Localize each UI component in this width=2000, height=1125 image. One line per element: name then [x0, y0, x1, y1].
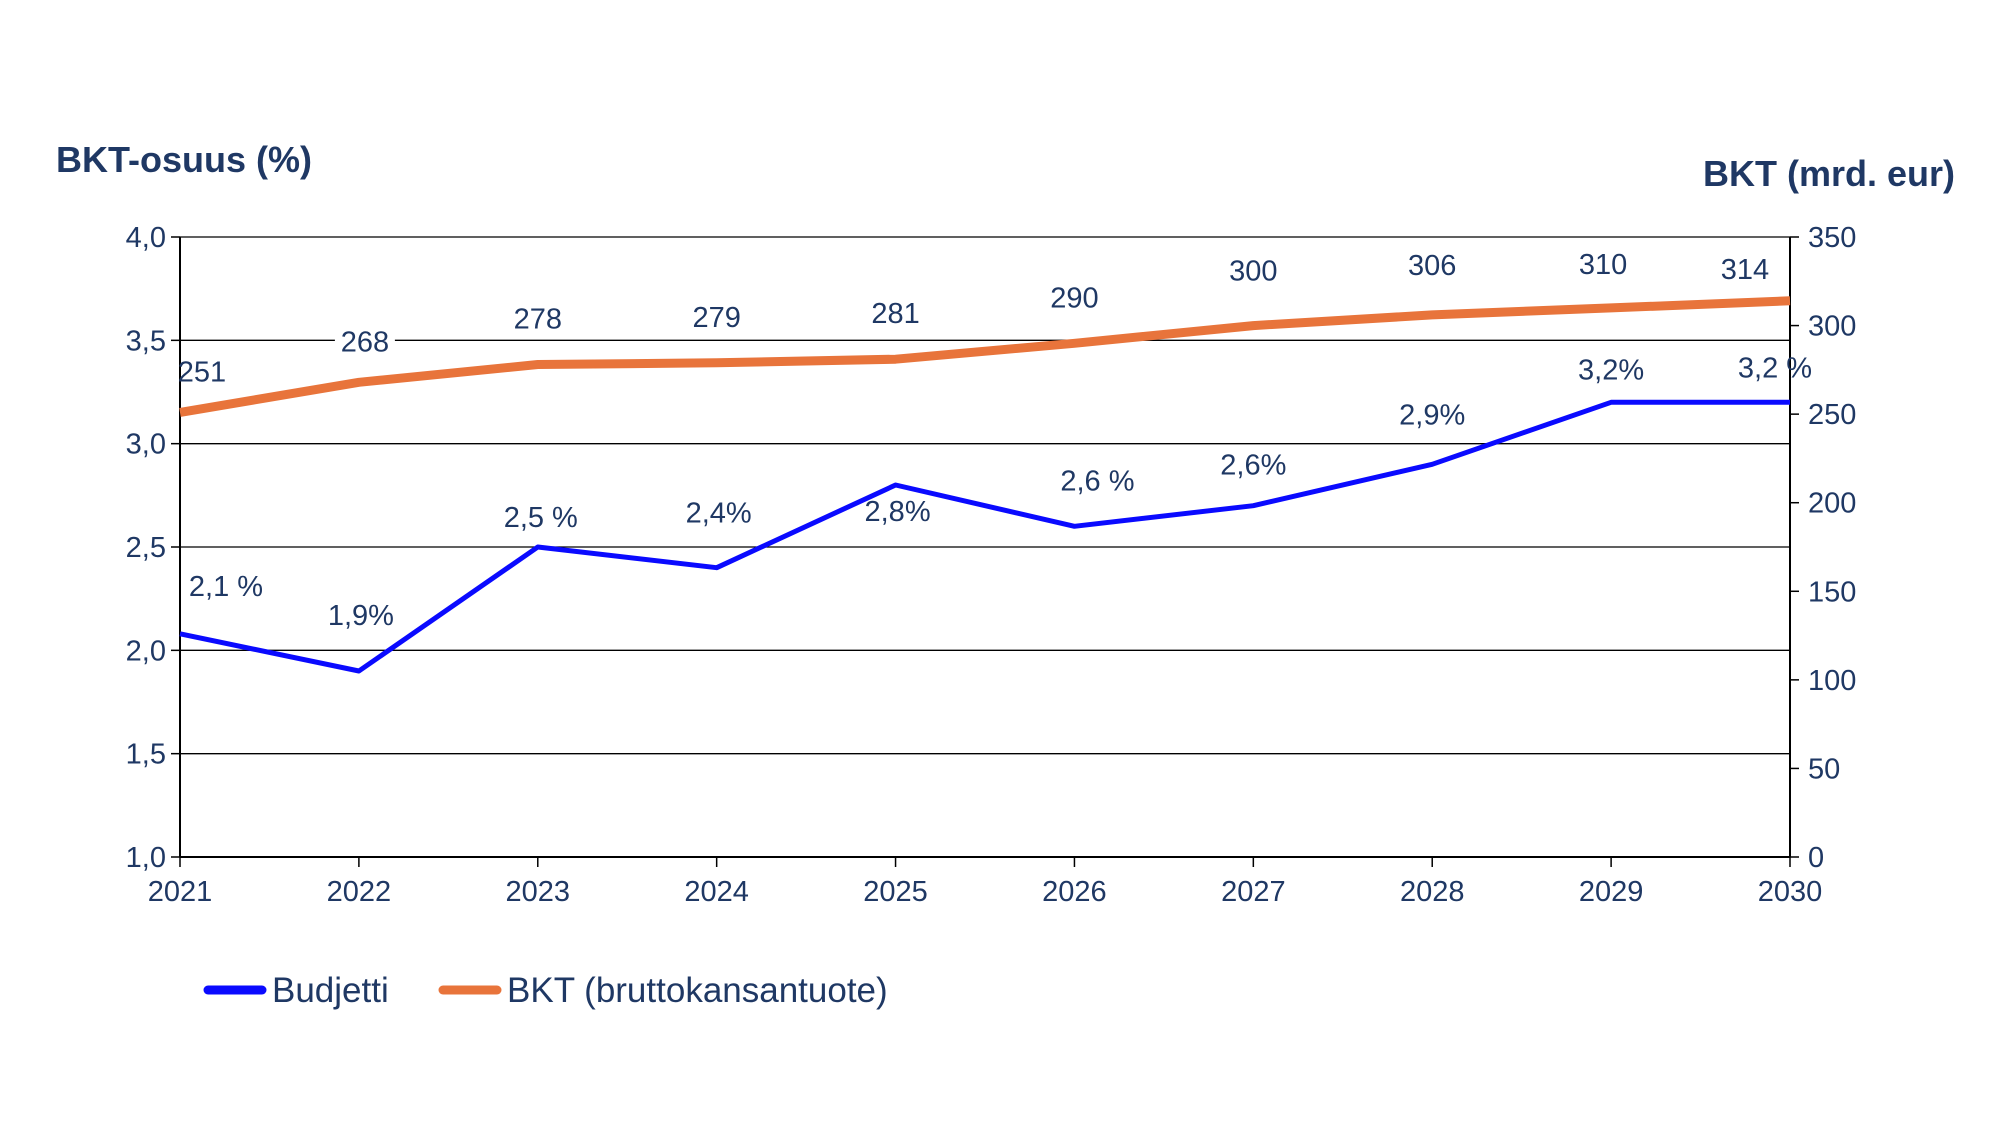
- series-line-bkt: [179, 296, 1791, 417]
- x-tick-label: 2030: [1758, 876, 1823, 908]
- right-tick-label: 150: [1808, 576, 1856, 608]
- data-label-budjetti: 2,9%: [1399, 399, 1465, 431]
- data-label-budjetti: 2,4%: [686, 498, 752, 530]
- x-tick-label: 2024: [684, 876, 749, 908]
- x-axis-ticks: 2021 2022 2023 2024 2025 2026 2027 2028 2029 2030: [148, 876, 1823, 908]
- left-tick-label: 1,0: [126, 842, 166, 874]
- series-line-budjetti: [179, 399, 1790, 674]
- series-lines: [179, 296, 1791, 674]
- data-label-budjetti: 2,1 %: [189, 571, 263, 603]
- axes: [171, 236, 1799, 867]
- data-label-budjetti: 2,8%: [865, 496, 931, 528]
- x-tick-label: 2029: [1579, 876, 1644, 908]
- x-tick-label: 2027: [1221, 876, 1286, 908]
- label-background: [334, 324, 395, 359]
- x-tick-label: 2026: [1042, 876, 1107, 908]
- data-label-bkt: 310: [1579, 249, 1627, 281]
- x-tick-label: 2022: [327, 876, 392, 908]
- data-label-budjetti: 3,2 %: [1738, 352, 1812, 384]
- data-label-budjetti: 2,6%: [1220, 450, 1286, 482]
- right-tick-label: 300: [1808, 311, 1856, 343]
- right-tick-label: 200: [1808, 488, 1856, 520]
- data-label-budjetti: 3,2%: [1578, 354, 1644, 386]
- left-tick-label: 3,0: [126, 429, 166, 461]
- data-label-bkt: 281: [871, 298, 919, 330]
- left-tick-label: 1,5: [126, 739, 166, 771]
- right-tick-label: 350: [1808, 222, 1856, 254]
- data-label-budjetti: 1,9%: [328, 600, 394, 632]
- left-axis-title: BKT-osuus (%): [56, 139, 312, 180]
- data-label-budjetti: 2,6 %: [1060, 465, 1134, 497]
- right-axis-ticks: 0 50 100 150 200 250 300 350: [1808, 222, 1856, 874]
- data-labels: 2,1 % 1,9% 2,5 % 2,4% 2,8% 2,6 % 2,6% 2,9% 3,2% 3…: [178, 249, 1812, 632]
- data-label-bkt: 290: [1050, 282, 1098, 314]
- right-axis-title: BKT (mrd. eur): [1703, 153, 1955, 194]
- data-label-bkt: 279: [692, 302, 740, 334]
- data-label-bkt: 306: [1408, 250, 1456, 282]
- left-tick-label: 4,0: [126, 222, 166, 254]
- data-label-bkt: 314: [1721, 254, 1769, 286]
- x-tick-label: 2028: [1400, 876, 1465, 908]
- legend-label-budjetti: Budjetti: [272, 971, 389, 1010]
- data-label-bkt: 300: [1229, 256, 1277, 288]
- data-label-bkt: 251: [178, 356, 226, 388]
- left-tick-label: 3,5: [126, 325, 166, 357]
- data-label-bkt: 278: [514, 304, 562, 336]
- x-tick-label: 2023: [506, 876, 571, 908]
- right-tick-label: 0: [1808, 842, 1824, 874]
- data-label-budjetti: 2,5 %: [504, 502, 578, 534]
- legend: Budjetti BKT (bruttokansantuote): [203, 971, 888, 1010]
- legend-label-bkt: BKT (bruttokansantuote): [507, 971, 888, 1010]
- left-axis-ticks: 1,0 1,5 2,0 2,5 3,0 3,5 4,0: [126, 222, 166, 874]
- x-tick-label: 2025: [863, 876, 928, 908]
- right-tick-label: 100: [1808, 665, 1856, 697]
- right-tick-label: 250: [1808, 399, 1856, 431]
- gridlines: [180, 236, 1790, 755]
- x-tick-label: 2021: [148, 876, 213, 908]
- data-label-bkt: 268: [341, 326, 389, 358]
- left-tick-label: 2,5: [126, 532, 166, 564]
- left-tick-label: 2,0: [126, 635, 166, 667]
- right-tick-label: 50: [1808, 753, 1840, 785]
